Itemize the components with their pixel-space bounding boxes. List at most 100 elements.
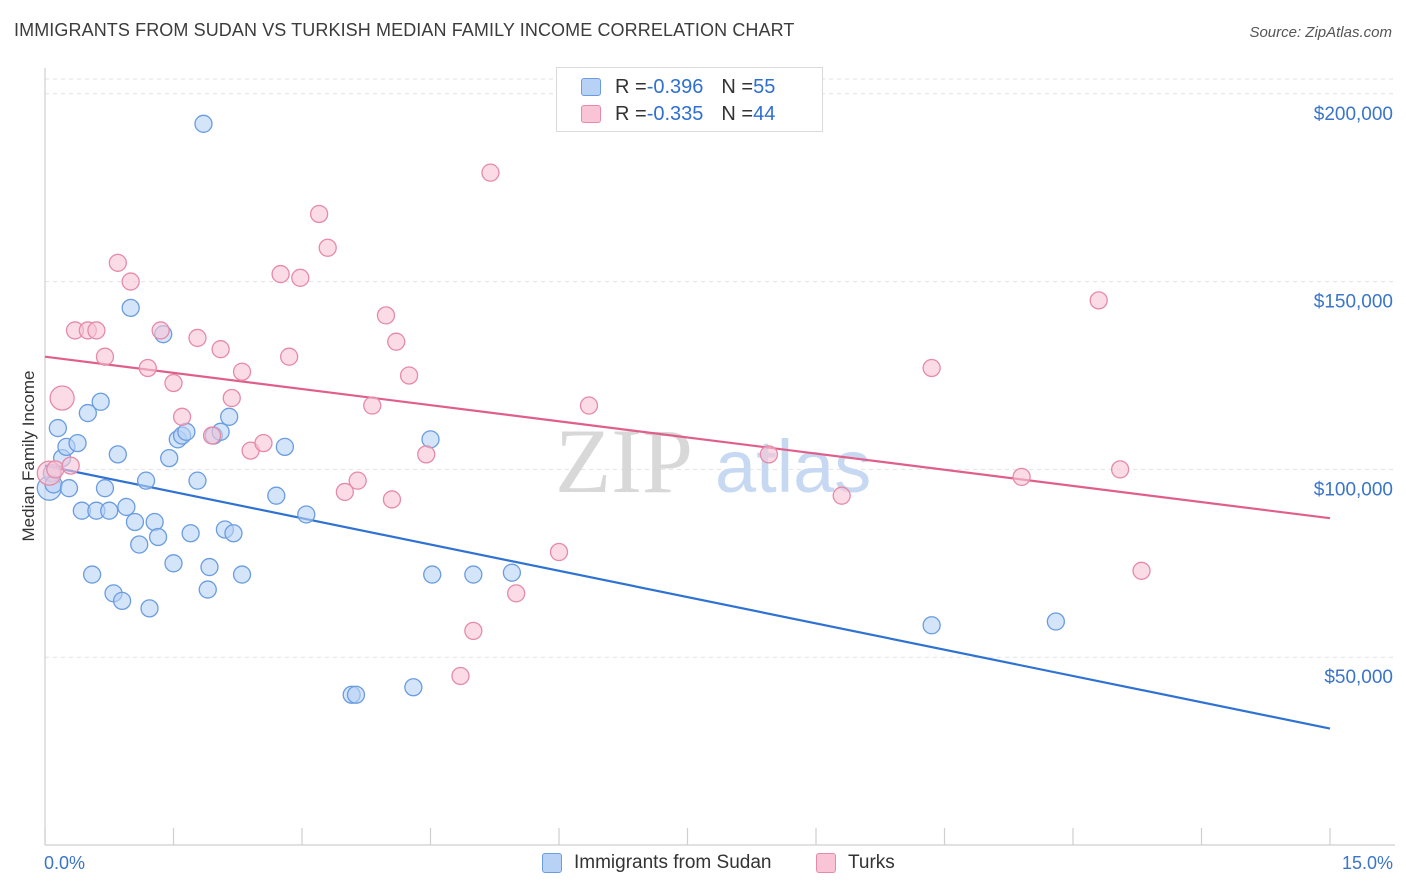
data-point-turks xyxy=(138,358,157,378)
legend-r-label: R = xyxy=(615,75,647,98)
legend-n-value-turks: 44 xyxy=(753,102,776,125)
data-point-sudan xyxy=(59,479,79,498)
data-point-turks xyxy=(1110,460,1130,479)
data-point-turks xyxy=(211,340,230,359)
trend-lines xyxy=(44,355,1331,730)
data-point-turks xyxy=(95,347,115,366)
data-point-turks xyxy=(348,471,367,490)
data-point-sudan xyxy=(145,512,164,532)
data-point-sudan xyxy=(922,616,941,635)
data-point-turks xyxy=(172,407,192,426)
data-point-turks xyxy=(382,490,402,509)
y-tick-label: $200,000 xyxy=(1314,104,1393,125)
data-point-turks xyxy=(202,426,222,445)
data-point-turks xyxy=(399,366,419,385)
data-point-turks xyxy=(254,433,273,453)
data-point-sudan xyxy=(232,565,252,584)
legend-n-label: N = xyxy=(721,102,754,125)
data-point-turks xyxy=(507,584,526,603)
data-point-turks xyxy=(121,272,140,291)
data-point-sudan xyxy=(121,298,140,318)
data-point-turks xyxy=(832,486,851,505)
data-point-sudan xyxy=(194,114,213,133)
data-point-turks xyxy=(232,362,252,381)
data-point-sudan xyxy=(1046,612,1066,631)
trend-line-sudan xyxy=(44,464,1331,730)
legend-r-value-turks: -0.335 xyxy=(646,102,704,125)
data-point-sudan xyxy=(188,471,207,490)
data-point-sudan xyxy=(423,565,442,584)
data-point-turks xyxy=(335,482,354,502)
data-point-sudan xyxy=(95,479,115,498)
data-point-sudan xyxy=(464,565,483,584)
data-point-turks xyxy=(579,396,599,415)
data-point-turks xyxy=(271,264,290,284)
data-point-turks xyxy=(549,542,569,562)
legend-row-sudan: R = -0.396 N = 55 xyxy=(581,74,775,100)
data-point-sudan xyxy=(502,563,522,582)
bottom-legend-swatch-sudan xyxy=(542,853,562,873)
data-point-sudan xyxy=(68,433,87,453)
bottom-legend-label-turks: Turks xyxy=(848,852,895,873)
data-point-sudan xyxy=(220,407,239,426)
data-point-turks xyxy=(222,388,241,408)
data-point-turks xyxy=(922,358,941,378)
legend-swatch-sudan xyxy=(581,78,601,96)
data-point-sudan xyxy=(108,445,127,464)
y-tick-label: $100,000 xyxy=(1314,479,1393,500)
data-point-sudan xyxy=(117,497,136,517)
y-tick-label: $50,000 xyxy=(1324,667,1393,688)
data-point-sudan xyxy=(136,471,156,490)
axes xyxy=(44,68,1395,846)
data-point-turks xyxy=(49,385,75,411)
bottom-legend-turks: Turks xyxy=(816,852,895,874)
data-point-turks xyxy=(1012,467,1031,487)
data-point-turks xyxy=(46,460,65,479)
data-point-sudan xyxy=(164,554,183,573)
data-point-sudan xyxy=(140,599,159,618)
data-point-turks xyxy=(61,456,80,475)
data-point-turks xyxy=(1089,291,1108,310)
data-point-sudan xyxy=(148,527,168,547)
data-point-sudan xyxy=(91,392,110,411)
x-tick-label-max: 15.0% xyxy=(1342,853,1393,873)
data-point-turks xyxy=(417,445,436,464)
data-point-sudan xyxy=(267,486,286,505)
legend-n-label: N = xyxy=(721,75,754,98)
legend-n-value-sudan: 55 xyxy=(753,75,776,98)
data-point-turks xyxy=(363,396,382,415)
tick-labels: $50,000 $100,000 $150,000 $200,000 0.0% 15.0% xyxy=(44,104,1393,873)
data-point-sudan xyxy=(200,557,219,577)
data-point-turks xyxy=(291,268,310,287)
data-point-turks xyxy=(481,163,500,182)
data-point-sudan xyxy=(198,580,217,599)
legend-row-turks: R = -0.335 N = 44 xyxy=(581,101,775,127)
data-point-turks xyxy=(451,666,470,686)
chart-title: IMMIGRANTS FROM SUDAN VS TURKISH MEDIAN … xyxy=(14,20,795,40)
data-point-turks xyxy=(164,373,183,393)
data-point-turks xyxy=(1132,561,1151,580)
data-point-sudan xyxy=(82,565,102,584)
data-point-turks xyxy=(188,328,207,348)
data-points xyxy=(36,114,1151,704)
data-point-sudan xyxy=(346,685,366,704)
bottom-legend-label-sudan: Immigrants from Sudan xyxy=(574,852,772,873)
x-tick-label-min: 0.0% xyxy=(44,853,85,873)
watermark-zip: ZIP xyxy=(555,410,693,512)
stats-legend: R = -0.396 N = 55 R = -0.335 N = 44 xyxy=(556,67,823,132)
watermark: ZIP atlas xyxy=(555,410,871,512)
data-point-sudan xyxy=(100,501,119,520)
legend-r-label: R = xyxy=(615,102,647,125)
data-point-turks xyxy=(108,253,127,272)
data-point-sudan xyxy=(224,524,243,543)
data-point-sudan xyxy=(112,591,132,611)
data-point-sudan xyxy=(130,535,149,554)
data-point-sudan xyxy=(125,512,145,532)
data-point-turks xyxy=(464,621,483,641)
legend-swatch-turks xyxy=(581,105,601,123)
data-point-sudan xyxy=(297,505,316,524)
source-label: Source: ZipAtlas.com xyxy=(1249,24,1392,41)
data-point-sudan xyxy=(177,422,196,441)
data-point-sudan xyxy=(275,437,295,457)
